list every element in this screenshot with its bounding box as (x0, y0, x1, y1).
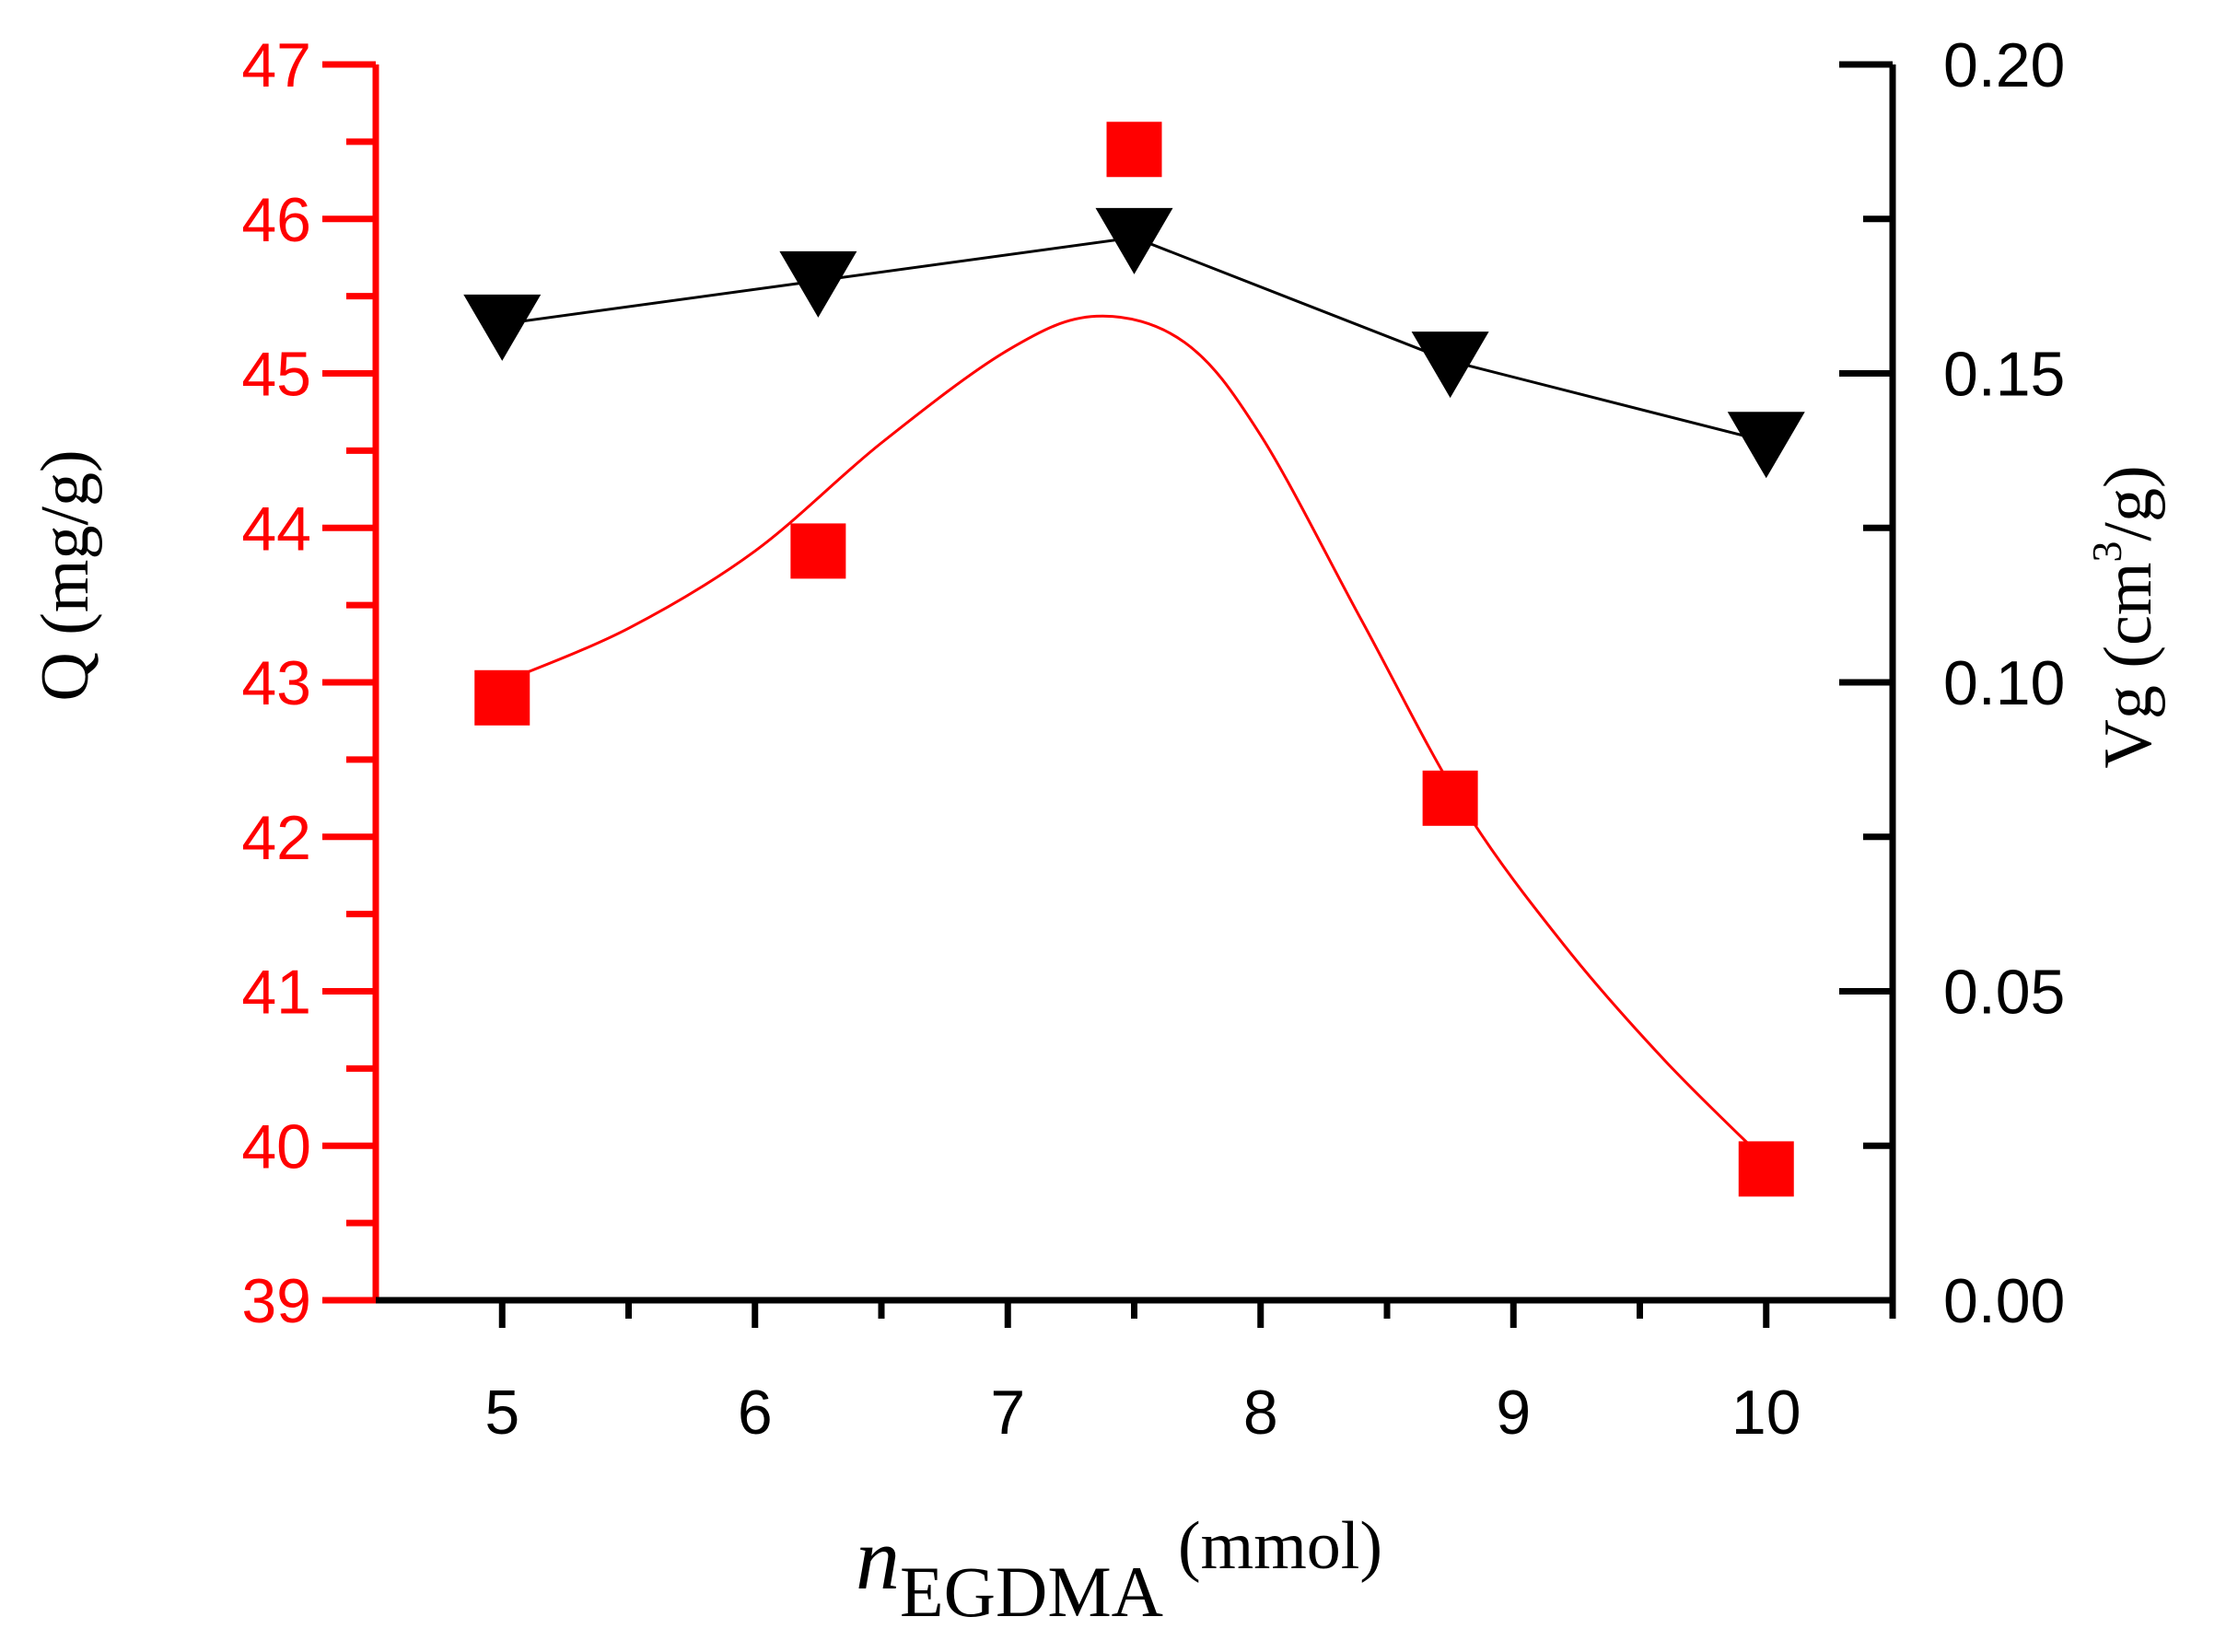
x-axis-title-unit: (mmol) (1178, 1508, 1382, 1584)
series-Vg-point (1727, 412, 1805, 479)
series-Q-point (790, 523, 846, 579)
series-Vg-point (463, 294, 542, 361)
right-axis-ticks: 0.00 0.05 0.10 0.15 0.20 (1839, 30, 2065, 1336)
y-right-axis-title-sup: 3 (2083, 541, 2130, 563)
x-tick-label: 10 (1731, 1378, 1801, 1448)
y-left-tick-label: 41 (241, 958, 311, 1028)
bottom-axis-ticks: 5 6 7 8 9 10 (484, 1300, 1896, 1448)
y-right-axis-title-suffix: /g) (2091, 465, 2166, 541)
series-layer (463, 122, 1805, 1197)
series-Q-point (1106, 122, 1162, 178)
series-Q-fit-curve (501, 314, 1767, 1163)
y-left-tick-label: 47 (241, 30, 311, 100)
series-Q-point (1738, 1141, 1794, 1197)
y-left-tick-label: 43 (241, 648, 311, 718)
y-left-tick-label: 39 (241, 1266, 311, 1336)
y-right-tick-label: 0.05 (1943, 958, 2065, 1028)
x-tick-label: 9 (1496, 1378, 1531, 1448)
left-axis-ticks: 39 40 41 42 43 44 45 46 47 (241, 30, 376, 1336)
y-left-tick-label: 40 (241, 1111, 311, 1181)
series-Vg-point (779, 250, 857, 318)
x-tick-label: 7 (990, 1378, 1025, 1448)
y-left-tick-label: 46 (241, 185, 311, 255)
x-tick-label: 5 (484, 1378, 519, 1448)
x-tick-label: 6 (738, 1378, 773, 1448)
x-axis-title-main: n (856, 1509, 900, 1608)
series-Vg-point (1411, 332, 1489, 399)
y-left-tick-label: 45 (241, 340, 311, 410)
y-left-axis-title: Q (mg/g) (28, 449, 103, 701)
y-right-tick-label: 0.15 (1943, 340, 2065, 410)
y-right-tick-label: 0.00 (1943, 1266, 2065, 1336)
y-left-tick-label: 42 (241, 803, 311, 873)
y-left-tick-label: 44 (241, 494, 311, 564)
series-Vg-point (1095, 207, 1173, 274)
series-Q-point (474, 669, 530, 726)
y-right-axis-title-prefix: Vg (cm (2091, 563, 2166, 769)
x-tick-label: 8 (1243, 1378, 1278, 1448)
x-axis-title: nEGDMA(mmol) (856, 1508, 1382, 1632)
series-Q-point (1422, 770, 1478, 826)
x-axis-title-sub: EGDMA (900, 1552, 1163, 1632)
y-right-tick-label: 0.20 (1943, 30, 2065, 100)
y-right-axis-title: Vg (cm3/g) (2083, 465, 2166, 768)
y-right-tick-label: 0.10 (1943, 648, 2065, 718)
